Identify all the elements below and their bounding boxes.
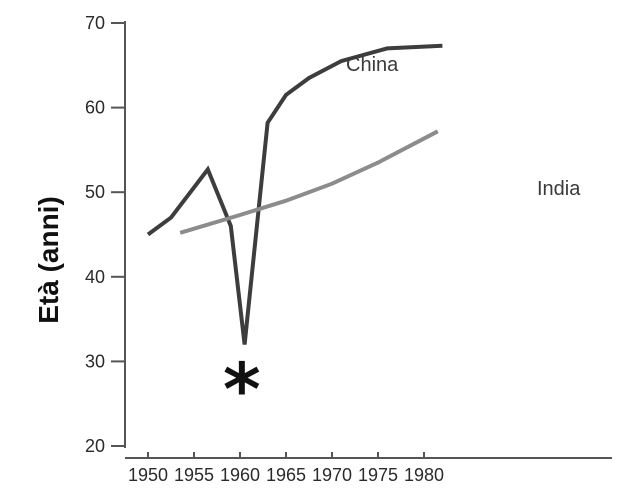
y-tick-label: 70 xyxy=(85,13,105,33)
y-tick-label: 40 xyxy=(85,267,105,287)
y-tick-label: 50 xyxy=(85,182,105,202)
x-tick-label: 1960 xyxy=(220,465,260,485)
axes: 20 30 40 50 60 70 1950 1955 1960 1965 1970 1975 1980 xyxy=(85,13,612,485)
series-label-china: China xyxy=(346,54,399,76)
annotation-asterisk: * xyxy=(223,348,261,432)
series-line-china xyxy=(146,43,443,345)
x-tick-label: 1950 xyxy=(128,465,168,485)
x-tick-label: 1970 xyxy=(312,465,352,485)
y-axis-title: Età (anni) xyxy=(33,196,64,324)
series-line-india xyxy=(179,129,439,235)
series-label-india: India xyxy=(537,178,581,200)
x-tick-label: 1965 xyxy=(266,465,306,485)
labels-layer: China India * xyxy=(223,54,581,432)
y-tick-label: 30 xyxy=(85,351,105,371)
series-layer xyxy=(146,43,443,345)
y-tick-label: 60 xyxy=(85,98,105,118)
x-tick-label: 1975 xyxy=(358,465,398,485)
x-tick-label: 1955 xyxy=(174,465,214,485)
x-tick-label: 1980 xyxy=(404,465,444,485)
y-tick-label: 20 xyxy=(85,436,105,456)
